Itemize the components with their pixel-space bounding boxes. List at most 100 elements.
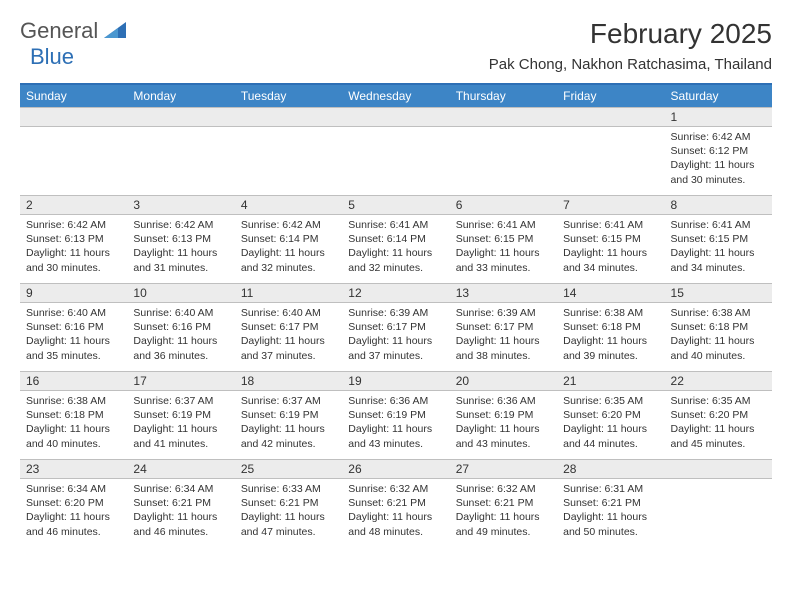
daylight-line: Daylight: 11 hours and 45 minutes. xyxy=(671,422,766,450)
calendar-day-cell: 26Sunrise: 6:32 AMSunset: 6:21 PMDayligh… xyxy=(342,459,449,547)
brand-triangle-icon xyxy=(104,18,126,44)
sunrise-line: Sunrise: 6:38 AM xyxy=(671,306,766,320)
sunrise-line: Sunrise: 6:40 AM xyxy=(133,306,228,320)
day-number xyxy=(342,107,449,127)
sunset-line: Sunset: 6:19 PM xyxy=(133,408,228,422)
calendar-day-cell: 27Sunrise: 6:32 AMSunset: 6:21 PMDayligh… xyxy=(450,459,557,547)
month-title: February 2025 xyxy=(489,18,772,50)
sunset-line: Sunset: 6:19 PM xyxy=(348,408,443,422)
day-number: 6 xyxy=(450,195,557,215)
calendar-day-cell xyxy=(557,107,664,195)
calendar-day-cell: 13Sunrise: 6:39 AMSunset: 6:17 PMDayligh… xyxy=(450,283,557,371)
daylight-line: Daylight: 11 hours and 37 minutes. xyxy=(241,334,336,362)
brand-part1: General xyxy=(20,18,98,44)
day-details: Sunrise: 6:38 AMSunset: 6:18 PMDaylight:… xyxy=(20,391,127,457)
sunrise-line: Sunrise: 6:34 AM xyxy=(133,482,228,496)
day-number: 21 xyxy=(557,371,664,391)
day-number: 7 xyxy=(557,195,664,215)
day-details: Sunrise: 6:41 AMSunset: 6:15 PMDaylight:… xyxy=(450,215,557,281)
calendar-day-cell: 12Sunrise: 6:39 AMSunset: 6:17 PMDayligh… xyxy=(342,283,449,371)
calendar-day-cell xyxy=(127,107,234,195)
day-details xyxy=(665,479,772,488)
day-number: 20 xyxy=(450,371,557,391)
sunrise-line: Sunrise: 6:41 AM xyxy=(456,218,551,232)
sunrise-line: Sunrise: 6:42 AM xyxy=(133,218,228,232)
calendar-day-cell: 15Sunrise: 6:38 AMSunset: 6:18 PMDayligh… xyxy=(665,283,772,371)
day-details: Sunrise: 6:35 AMSunset: 6:20 PMDaylight:… xyxy=(557,391,664,457)
day-details: Sunrise: 6:42 AMSunset: 6:12 PMDaylight:… xyxy=(665,127,772,193)
sunrise-line: Sunrise: 6:38 AM xyxy=(26,394,121,408)
calendar-day-cell: 5Sunrise: 6:41 AMSunset: 6:14 PMDaylight… xyxy=(342,195,449,283)
daylight-line: Daylight: 11 hours and 31 minutes. xyxy=(133,246,228,274)
day-number: 14 xyxy=(557,283,664,303)
day-details xyxy=(235,127,342,136)
day-number: 26 xyxy=(342,459,449,479)
daylight-line: Daylight: 11 hours and 47 minutes. xyxy=(241,510,336,538)
calendar-day-cell xyxy=(20,107,127,195)
day-details: Sunrise: 6:41 AMSunset: 6:15 PMDaylight:… xyxy=(557,215,664,281)
daylight-line: Daylight: 11 hours and 34 minutes. xyxy=(671,246,766,274)
day-details xyxy=(342,127,449,136)
day-number: 28 xyxy=(557,459,664,479)
daylight-line: Daylight: 11 hours and 37 minutes. xyxy=(348,334,443,362)
weekday-header-row: Sunday Monday Tuesday Wednesday Thursday… xyxy=(20,85,772,107)
sunrise-line: Sunrise: 6:41 AM xyxy=(348,218,443,232)
day-details: Sunrise: 6:35 AMSunset: 6:20 PMDaylight:… xyxy=(665,391,772,457)
day-details: Sunrise: 6:41 AMSunset: 6:15 PMDaylight:… xyxy=(665,215,772,281)
sunrise-line: Sunrise: 6:32 AM xyxy=(348,482,443,496)
day-number: 3 xyxy=(127,195,234,215)
sunset-line: Sunset: 6:16 PM xyxy=(26,320,121,334)
day-details xyxy=(450,127,557,136)
calendar-day-cell: 2Sunrise: 6:42 AMSunset: 6:13 PMDaylight… xyxy=(20,195,127,283)
day-details: Sunrise: 6:32 AMSunset: 6:21 PMDaylight:… xyxy=(450,479,557,545)
day-details xyxy=(557,127,664,136)
location-text: Pak Chong, Nakhon Ratchasima, Thailand xyxy=(489,56,772,73)
daylight-line: Daylight: 11 hours and 49 minutes. xyxy=(456,510,551,538)
calendar-day-cell: 24Sunrise: 6:34 AMSunset: 6:21 PMDayligh… xyxy=(127,459,234,547)
sunset-line: Sunset: 6:15 PM xyxy=(456,232,551,246)
calendar-week-row: 2Sunrise: 6:42 AMSunset: 6:13 PMDaylight… xyxy=(20,195,772,283)
title-block: February 2025 Pak Chong, Nakhon Ratchasi… xyxy=(489,18,772,73)
day-details: Sunrise: 6:38 AMSunset: 6:18 PMDaylight:… xyxy=(557,303,664,369)
brand-part2: Blue xyxy=(30,44,74,70)
daylight-line: Daylight: 11 hours and 39 minutes. xyxy=(563,334,658,362)
calendar-day-cell: 20Sunrise: 6:36 AMSunset: 6:19 PMDayligh… xyxy=(450,371,557,459)
daylight-line: Daylight: 11 hours and 46 minutes. xyxy=(133,510,228,538)
sunrise-line: Sunrise: 6:37 AM xyxy=(241,394,336,408)
day-details: Sunrise: 6:42 AMSunset: 6:13 PMDaylight:… xyxy=(20,215,127,281)
day-number xyxy=(20,107,127,127)
sunset-line: Sunset: 6:18 PM xyxy=(26,408,121,422)
calendar-week-row: 1Sunrise: 6:42 AMSunset: 6:12 PMDaylight… xyxy=(20,107,772,195)
sunrise-line: Sunrise: 6:41 AM xyxy=(671,218,766,232)
calendar-day-cell: 22Sunrise: 6:35 AMSunset: 6:20 PMDayligh… xyxy=(665,371,772,459)
day-details: Sunrise: 6:38 AMSunset: 6:18 PMDaylight:… xyxy=(665,303,772,369)
day-details: Sunrise: 6:34 AMSunset: 6:21 PMDaylight:… xyxy=(127,479,234,545)
day-number xyxy=(557,107,664,127)
sunset-line: Sunset: 6:20 PM xyxy=(563,408,658,422)
day-number: 16 xyxy=(20,371,127,391)
sunset-line: Sunset: 6:13 PM xyxy=(133,232,228,246)
sunrise-line: Sunrise: 6:39 AM xyxy=(456,306,551,320)
day-number: 4 xyxy=(235,195,342,215)
day-number: 23 xyxy=(20,459,127,479)
sunset-line: Sunset: 6:13 PM xyxy=(26,232,121,246)
calendar-day-cell xyxy=(450,107,557,195)
day-number: 13 xyxy=(450,283,557,303)
calendar-day-cell: 14Sunrise: 6:38 AMSunset: 6:18 PMDayligh… xyxy=(557,283,664,371)
sunrise-line: Sunrise: 6:32 AM xyxy=(456,482,551,496)
day-details: Sunrise: 6:37 AMSunset: 6:19 PMDaylight:… xyxy=(127,391,234,457)
daylight-line: Daylight: 11 hours and 43 minutes. xyxy=(348,422,443,450)
daylight-line: Daylight: 11 hours and 44 minutes. xyxy=(563,422,658,450)
daylight-line: Daylight: 11 hours and 33 minutes. xyxy=(456,246,551,274)
day-number: 18 xyxy=(235,371,342,391)
sunset-line: Sunset: 6:18 PM xyxy=(563,320,658,334)
day-number: 10 xyxy=(127,283,234,303)
day-number: 8 xyxy=(665,195,772,215)
daylight-line: Daylight: 11 hours and 34 minutes. xyxy=(563,246,658,274)
sunset-line: Sunset: 6:20 PM xyxy=(671,408,766,422)
sunset-line: Sunset: 6:21 PM xyxy=(563,496,658,510)
day-number: 24 xyxy=(127,459,234,479)
weekday-header: Thursday xyxy=(450,85,557,107)
weekday-header: Saturday xyxy=(665,85,772,107)
sunrise-line: Sunrise: 6:36 AM xyxy=(456,394,551,408)
